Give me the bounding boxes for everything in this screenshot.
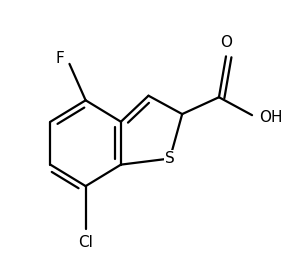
Text: Cl: Cl	[78, 235, 93, 250]
Text: S: S	[165, 151, 175, 166]
Text: F: F	[56, 51, 64, 66]
Text: OH: OH	[259, 110, 282, 125]
Text: O: O	[220, 35, 232, 50]
